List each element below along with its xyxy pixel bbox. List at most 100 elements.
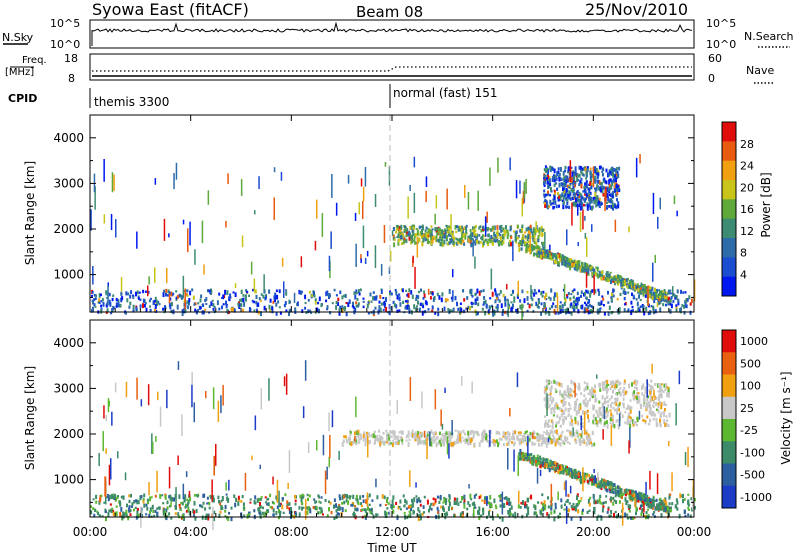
velocity-cell [414,437,417,441]
power-cell [604,190,606,212]
velocity-cell [602,505,605,509]
power-cell [556,254,559,258]
velocity-cell [450,442,453,447]
power-cell [500,224,503,230]
power-cell [605,180,608,185]
velocity-cell [512,432,515,435]
power-cell [518,247,521,253]
velocity-cell [156,511,159,517]
velocity-cell [569,407,572,410]
velocity-cell [235,497,238,502]
velocity-cell [536,454,539,459]
velocity-cell [438,439,441,444]
velocity-cell [258,509,261,513]
velocity-cell [555,467,558,470]
velocity-cell [469,430,472,435]
power-cell [492,236,494,240]
velocity-cell [127,515,130,521]
power-cell [586,237,588,257]
velocity-cell [615,500,618,505]
power-cell [475,311,478,315]
velocity-cell [606,413,609,417]
velocity-cell [518,440,521,446]
velocity-cell [547,394,550,397]
power-cell [536,245,539,249]
power-cell [344,306,346,311]
power-cell [576,193,579,196]
velocity-cell [207,513,210,516]
velocity-cell [619,411,622,416]
velocity-cell [196,494,199,498]
velocity-cell [116,495,119,500]
velocity-cell [432,497,435,501]
power-cell [673,195,676,205]
power-cell [615,183,618,189]
power-cell [413,304,416,310]
velocity-cell [657,507,659,511]
power-cell [388,310,391,316]
velocity-cell [454,429,457,432]
velocity-cell [502,431,505,436]
power-cell [569,191,572,197]
velocity-cell [663,383,666,388]
velocity-cell [478,495,481,500]
velocity-cell [485,433,488,437]
power-cell [520,247,523,251]
velocity-cell [227,516,230,522]
velocity-cell [125,513,128,518]
velocity-cell [636,499,639,503]
velocity-cell [649,397,652,402]
velocity-cell [434,438,437,442]
velocity-cell [419,499,422,503]
velocity-cell [582,476,585,481]
velocity-cell [539,464,542,469]
velocity-cell [555,421,558,425]
velocity-cell [596,420,598,424]
velocity-cell [649,503,652,508]
velocity-cell [664,507,667,513]
power-cell [610,167,613,170]
power-cell [577,242,579,247]
power-cell [354,294,357,300]
velocity-cell [115,511,118,517]
velocity-cell [221,496,224,501]
velocity-cell [110,509,113,514]
velocity-cell [457,438,460,441]
power-cell [481,236,484,241]
power-cell [408,236,411,241]
power-cell [639,305,642,308]
velocity-cell [611,414,614,420]
velocity-cell [166,500,169,505]
velocity-cell [312,506,315,509]
velocity-cell [254,501,257,505]
power-cell [431,309,434,312]
power-cell [530,303,533,307]
power-cell [284,301,287,305]
power-cell [232,291,235,294]
velocity-cell [636,392,639,397]
velocity-cell [434,430,437,434]
power-cell [425,190,427,203]
velocity-cell [550,511,553,515]
power-cell [182,275,185,298]
velocity-cell [658,393,661,399]
power-cell [452,269,454,278]
power-cell [375,296,378,301]
power-cell [541,228,544,232]
velocity-cell [550,430,553,434]
power-cell [100,300,103,303]
velocity-cell [400,430,403,433]
velocity-cell [555,424,557,428]
velocity-cell [603,479,606,483]
velocity-cell [489,504,492,509]
power-cell [619,292,622,297]
velocity-cell [213,516,216,522]
velocity-cell [161,494,164,497]
power-cell [192,295,195,300]
power-cell [471,305,473,308]
power-cell [487,233,490,238]
power-cell [309,309,312,312]
velocity-cell [571,419,574,423]
velocity-cell [583,381,586,384]
velocity-cell [205,515,208,520]
